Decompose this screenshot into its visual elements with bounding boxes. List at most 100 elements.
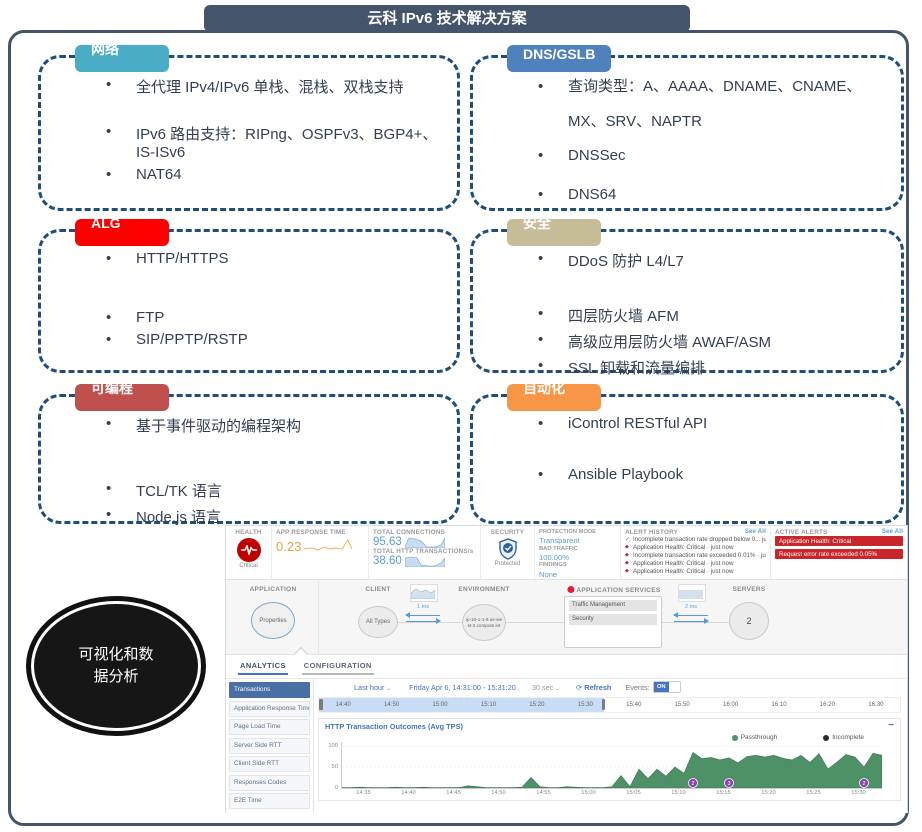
bad-traffic-label: BAD TRAFFIC [539,545,578,552]
alert-history-section: See All ALERT HISTORY ✓ Incomplete transa… [621,526,771,579]
sidebar-item-page-load-time[interactable]: Page Load Time [229,719,310,735]
client-node[interactable]: All Types [358,606,398,638]
analytics-content: Transactions Application Response Time Pag… [226,679,907,813]
legend-passthrough[interactable]: Passthrough [731,734,777,741]
servers-node[interactable]: 2 [729,602,769,640]
environment-node[interactable]: ip-10-1-1-9.us-west-2.compute.int [462,604,506,641]
sidebar-item-server-side-rtt[interactable]: Server Side RTT [229,737,310,754]
tab-configuration[interactable]: CONFIGURATION [301,655,374,675]
security-label: SECURITY [490,529,525,536]
feature-item: NAT64 [96,166,445,183]
feature-item: SSL 卸载和流量编排 [528,357,889,378]
ruler-tick: 15:00 [432,701,448,708]
legend-dot-incomplete [823,734,830,741]
x-tick-label: 15:20 [761,790,776,796]
health-pulse-icon [236,538,261,562]
service-row[interactable]: Traffic Management [569,600,657,611]
server-latency-value: 2 ms [685,604,697,610]
feature-item: FTP [96,309,445,326]
feature-item: 四层防火墙 AFM [528,305,889,326]
box-tab-alg: ALG [75,219,169,246]
health-status: Critical [239,563,258,569]
app-response-time-value: 0.23 [276,539,302,554]
application-properties-node[interactable]: Properties [251,602,295,639]
total-connections-sparkline [404,537,445,548]
feature-item: 全代理 IPv4/IPv6 单栈、混栈、双栈支持 [96,76,445,97]
alert-history-item: ◆ Application Health: Critical · just now [625,544,766,552]
active-alerts-title: ACTIVE ALERTS [775,529,828,536]
health-label: HEALTH [235,529,262,536]
alert-history-text: Incomplete transaction rate exceeded 0.0… [633,552,766,560]
refresh-button[interactable]: Refresh [576,683,611,692]
ruler-tick: 16:20 [819,701,836,708]
box-tab-label: ALG [91,219,121,231]
events-label: Events: [625,682,650,692]
app-response-time-section: APP RESPONSE TIME 0.23 [272,526,369,579]
collapse-panel-icon[interactable] [888,720,894,731]
x-tick-label: 15:15 [716,790,731,796]
feature-item: SIP/PPTP/RSTP [96,331,445,348]
chart-area: 100 50 0 2 3 2 [325,742,894,791]
events-toggle[interactable]: ON [652,681,681,693]
service-row[interactable]: Security [569,614,657,625]
sidebar-item-client-side-rtt[interactable]: Client Side RTT [229,756,310,772]
sidebar-item-e2e-time[interactable]: E2E Time [229,793,310,809]
alert-history-see-all-link[interactable]: See All [744,529,766,535]
ruler-handle-left[interactable] [319,699,323,710]
feature-item: 基于事件驱动的编程架构 [96,415,445,436]
alert-diamond-icon: ◆ [625,560,629,567]
health-section: HEALTH Critical [226,526,272,579]
ruler-tick: 16:10 [771,701,787,708]
sidebar-item-application-response-time[interactable]: Application Response Time [229,700,310,717]
interval-dropdown[interactable]: 30 sec [532,683,560,692]
server-flow-arrows: 2 ms [673,604,709,627]
ruler-tick: 16:30 [868,701,884,708]
metrics-strip: HEALTH Critical APP RESPONSE TIME 0.23 T… [226,526,907,580]
time-range-dropdown[interactable]: Last hour [354,683,391,692]
feature-item: Ansible Playbook [528,466,889,483]
alert-diamond-icon: ◆ [625,544,629,551]
f5-logo-icon [567,586,575,593]
visualization-bubble-inner: 可视化和数据分析 [31,601,201,731]
date-range-text: Friday Apr 6, 14:31:00 - 15:31:20 [409,682,516,692]
total-http-transactions-label: TOTAL HTTP TRANSACTIONS/s [373,548,474,555]
svg-text:2: 2 [862,781,865,787]
feature-item: HTTP/HTTPS [96,250,445,267]
tab-analytics[interactable]: ANALYTICS [238,655,288,675]
findings-value: None [539,569,558,579]
visualization-bubble: 可视化和数据分析 [26,596,206,736]
ruler-grip-icon[interactable]: ⋮⋮⋮ [452,695,471,701]
server-latency-sparkline [678,584,706,602]
legend-dot-passthrough [731,734,738,741]
connections-section: TOTAL CONNECTIONS 95.63 TOTAL HTTP TRANS… [369,526,481,579]
box-tab-label: DNS/GSLB [523,46,596,62]
time-ruler[interactable]: ⋮⋮⋮ 14:40 14:50 15:00 15:10 15:20 15:30 15:40 1… [318,695,901,713]
map-separator [318,580,319,654]
analytics-dashboard: HEALTH Critical APP RESPONSE TIME 0.23 T… [225,525,908,813]
x-tick-label: 14:50 [491,790,506,796]
feature-item: TCL/TK 语言 [96,480,445,501]
svg-text:2: 2 [691,781,694,787]
feature-box-dns-gslb: DNS/GSLB 查询类型：A、AAAA、DNAME、CNAME、MX、SRV、… [470,45,904,211]
feature-list: iControl RESTful API Ansible Playbook [473,415,901,483]
active-alerts-list: Application Health: Critical Request erro… [775,536,903,559]
alert-history-item: ◆ Application Health: Critical · just now [625,568,766,576]
sidebar-item-transactions[interactable]: Transactions [229,682,310,698]
active-alerts-see-all-link[interactable]: See All [881,529,903,535]
protection-section: PROTECTION MODE Transparent BAD TRAFFIC … [535,526,621,579]
ruler-ticks: 14:40 14:50 15:00 15:10 15:20 15:30 15:40 15:50… [319,698,900,712]
ruler-handle-right[interactable] [601,699,606,710]
analytics-sidebar: Transactions Application Response Time Pag… [226,679,314,813]
feature-item: DDoS 防护 L4/L7 [528,250,889,271]
chart-legend: Passthrough Incomplete [325,734,864,741]
active-alert-banner: Request error rate exceeded 0.05% [775,549,903,559]
sidebar-list: Transactions Application Response Time Pag… [229,682,310,809]
area-chart-plot: 2 3 2 [341,742,883,789]
x-axis-labels: 14:35 14:40 14:45 14:50 14:55 15:00 15:05 15:10… [341,789,881,798]
box-tab-label: 自动化 [523,384,565,396]
feature-item: 高级应用层防火墙 AWAF/ASM [528,331,889,352]
feature-item: 查询类型：A、AAAA、DNAME、CNAME、MX、SRV、NAPTR [528,70,889,139]
legend-incomplete[interactable]: Incomplete [823,734,864,741]
sidebar-item-responses-codes[interactable]: Responses Codes [229,774,310,791]
time-ruler-selection[interactable] [319,698,604,712]
